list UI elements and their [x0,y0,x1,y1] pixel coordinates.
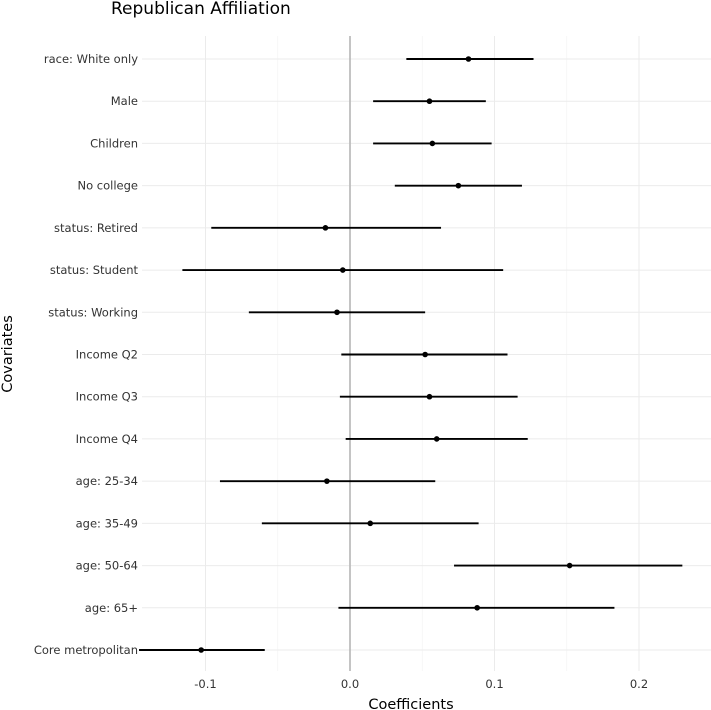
estimate-point [433,436,440,442]
y-tick-label: age: 65+ [85,601,138,615]
y-tick-label: Children [90,136,138,150]
estimate-point [198,647,204,653]
estimate-point [367,520,374,527]
chart-title: Republican Affiliation [111,0,291,19]
y-tick-label: age: 25-34 [76,474,138,488]
y-tick-label: No college [78,179,139,193]
x-tick-label: 0.0 [341,677,359,691]
estimate-point [566,562,573,569]
y-axis-title: Covariates [0,315,16,393]
estimate-point [422,351,428,358]
x-axis-title: Coefficients [368,697,453,710]
estimate-point [465,56,472,62]
estimate-point [474,604,480,611]
estimate-point [322,225,329,231]
y-tick-label: Core metropolitan [34,643,138,657]
y-tick-label: Income Q2 [76,348,138,362]
estimate-point [429,140,436,147]
x-tick-labels: -0.1 0.0 0.1 0.2 [194,677,648,691]
estimate-point [339,267,346,273]
y-tick-label: age: 50-64 [76,559,138,573]
y-tick-label: Income Q3 [76,390,138,404]
x-tick-label: 0.2 [630,677,648,691]
y-tick-label: status: Working [48,305,138,319]
estimate-point [455,182,462,189]
y-tick-label: age: 35-49 [76,516,138,530]
y-tick-label: status: Retired [54,221,138,235]
y-tick-labels: race: White only Male Children No college st… [34,52,139,657]
estimate-point [324,478,330,484]
estimates [139,56,683,653]
estimate-point [426,393,433,400]
x-tick-label: -0.1 [194,677,216,691]
y-tick-label: Male [111,94,138,108]
x-tick-label: 0.1 [485,677,503,691]
estimate-point [334,309,340,316]
y-tick-label: race: White only [44,52,138,66]
estimate-point [426,98,433,105]
y-tick-label: status: Student [50,263,139,277]
y-tick-label: Income Q4 [76,432,138,446]
